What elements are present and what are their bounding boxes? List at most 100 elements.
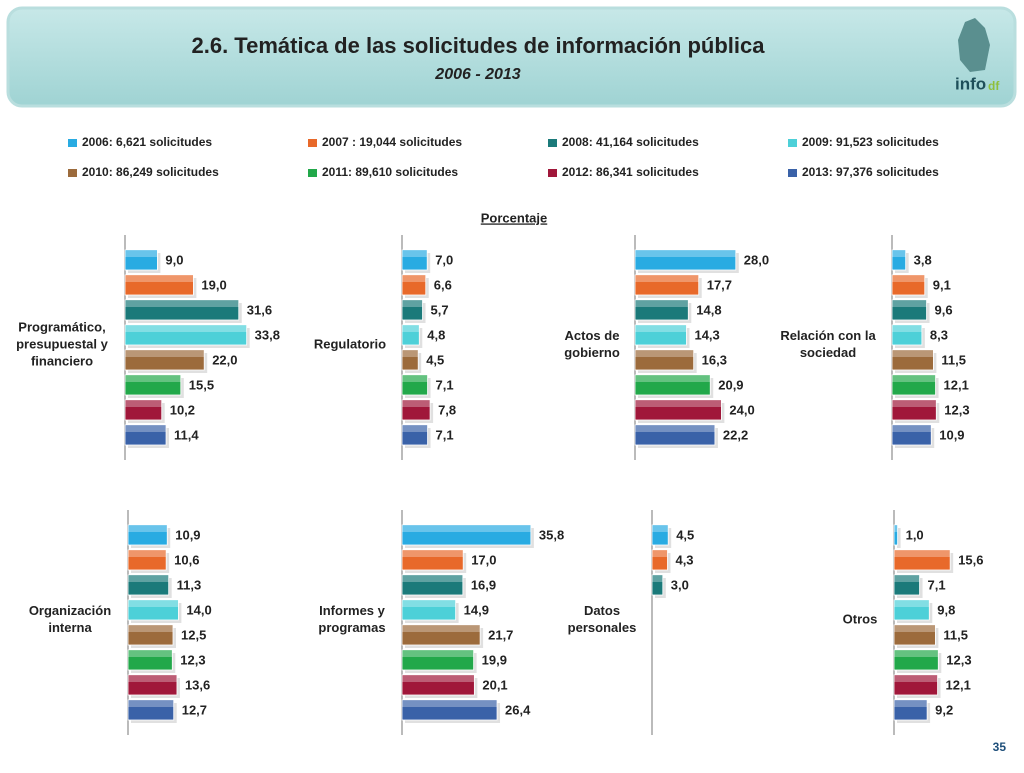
value-label: 11,3	[177, 577, 202, 592]
bar-shine	[892, 376, 936, 382]
bar-shine	[894, 526, 898, 532]
value-label: 15,6	[958, 552, 983, 567]
bar-shine	[635, 251, 736, 257]
bar	[891, 324, 923, 346]
value-label: 12,5	[181, 627, 206, 642]
value-label: 33,8	[255, 327, 280, 342]
bar-shine	[652, 526, 669, 532]
legend-label: 2012: 86,341 solicitudes	[562, 165, 699, 179]
value-label: 17,0	[471, 552, 496, 567]
value-label: 7,8	[438, 402, 456, 417]
legend-swatch	[68, 139, 77, 147]
value-label: 13,6	[185, 677, 210, 692]
value-label: 24,0	[729, 402, 754, 417]
bar	[124, 399, 163, 421]
bar	[891, 299, 927, 321]
category-label: Informes y	[319, 603, 386, 618]
legend-swatch	[548, 139, 557, 147]
page-number: 35	[993, 740, 1007, 754]
value-label: 11,4	[174, 427, 199, 442]
value-label: 7,1	[928, 577, 946, 592]
category-label: gobierno	[564, 345, 620, 360]
bar-shine	[652, 576, 663, 582]
subtitle: 2006 - 2013	[434, 66, 521, 83]
bar-shine	[125, 376, 181, 382]
value-label: 3,8	[914, 252, 932, 267]
bar-shine	[402, 676, 475, 682]
bar-shine	[635, 426, 715, 432]
legend-label: 2008: 41,164 solicitudes	[562, 135, 699, 149]
header-box	[6, 6, 1017, 108]
bar-shine	[402, 601, 456, 607]
category-label: Relación con la	[780, 328, 876, 343]
legend-label: 2006: 6,621 solicitudes	[82, 135, 212, 149]
bar	[891, 274, 926, 296]
bar-shine	[125, 351, 205, 357]
bar	[893, 574, 920, 596]
bar	[893, 674, 938, 696]
bar-shine	[128, 701, 174, 707]
bar-shine	[402, 401, 431, 407]
value-label: 12,3	[180, 652, 205, 667]
bar-shine	[892, 426, 932, 432]
category-label: Programático,	[18, 319, 105, 334]
bar-shine	[125, 426, 167, 432]
bar-shine	[894, 626, 936, 632]
bar	[401, 349, 419, 371]
bar	[893, 599, 930, 621]
value-label: 5,7	[431, 302, 449, 317]
title: 2.6. Temática de las solicitudes de info…	[192, 33, 766, 58]
bar-shine	[128, 626, 173, 632]
value-label: 9,0	[165, 252, 183, 267]
value-label: 9,8	[937, 602, 955, 617]
bar	[127, 549, 167, 571]
bar	[634, 349, 695, 371]
bar	[127, 674, 178, 696]
bar-shine	[128, 551, 167, 557]
legend-swatch	[68, 169, 77, 177]
value-label: 16,3	[702, 352, 727, 367]
bar-shine	[635, 326, 687, 332]
category-label: personales	[568, 620, 637, 635]
bar-shine	[402, 351, 419, 357]
bar	[401, 549, 464, 571]
bar	[891, 349, 934, 371]
bar-shine	[894, 601, 930, 607]
value-label: 7,1	[436, 377, 454, 392]
bar-shine	[892, 301, 927, 307]
bar	[651, 574, 664, 596]
legend-swatch	[788, 169, 797, 177]
bar-shine	[892, 251, 906, 257]
value-label: 10,9	[939, 427, 964, 442]
value-label: 4,3	[675, 552, 693, 567]
value-label: 14,0	[186, 602, 211, 617]
value-label: 12,1	[944, 377, 969, 392]
value-label: 15,5	[189, 377, 214, 392]
bar-shine	[635, 276, 699, 282]
value-label: 10,2	[170, 402, 195, 417]
value-label: 31,6	[247, 302, 272, 317]
logo-shape	[958, 18, 990, 72]
bar	[891, 424, 932, 446]
value-label: 17,7	[707, 277, 732, 292]
bar-shine	[894, 651, 939, 657]
bar-shine	[894, 551, 951, 557]
axis-label: Porcentaje	[481, 210, 547, 225]
value-label: 19,0	[201, 277, 226, 292]
value-label: 14,8	[696, 302, 721, 317]
bar	[634, 299, 689, 321]
value-label: 10,6	[174, 552, 199, 567]
category-label: Otros	[843, 611, 878, 626]
value-label: 7,1	[436, 427, 454, 442]
logo-text: df	[988, 79, 1000, 93]
legend-label: 2007 : 19,044 solicitudes	[322, 135, 462, 149]
value-label: 4,8	[427, 327, 445, 342]
bar-shine	[128, 576, 169, 582]
bar	[124, 299, 240, 321]
bar	[401, 649, 475, 671]
legend-swatch	[308, 169, 317, 177]
bar	[401, 574, 464, 596]
bar	[127, 699, 175, 721]
